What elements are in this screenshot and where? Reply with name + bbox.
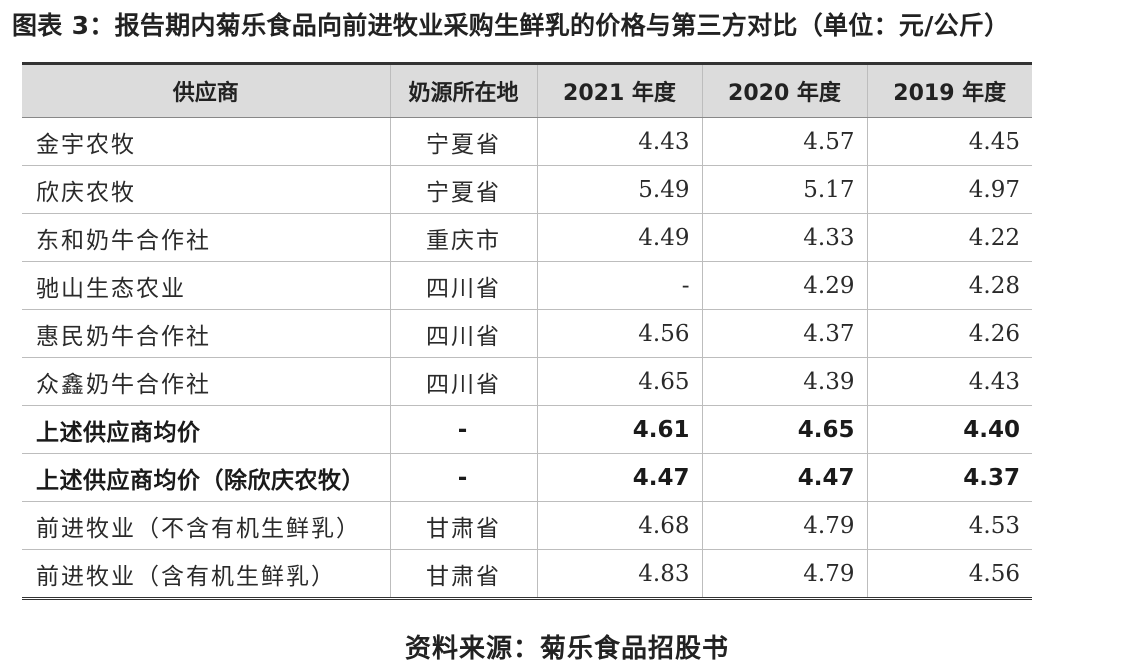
origin-cell: - bbox=[389, 405, 537, 454]
price-2020-cell: 4.39 bbox=[701, 357, 867, 406]
price-2019-cell: 4.53 bbox=[866, 501, 1032, 550]
supplier-cell: 众鑫奶牛合作社 bbox=[22, 357, 390, 406]
price-2019-cell: 4.56 bbox=[866, 549, 1032, 599]
table-row: 前进牧业（不含有机生鲜乳） 甘肃省 4.68 4.79 4.53 bbox=[22, 501, 1032, 550]
supplier-cell: 驰山生态农业 bbox=[22, 261, 390, 310]
price-2019-cell: 4.37 bbox=[866, 453, 1032, 502]
price-2019-cell: 4.22 bbox=[866, 213, 1032, 262]
supplier-cell: 欣庆农牧 bbox=[22, 165, 390, 214]
price-2019-cell: 4.28 bbox=[866, 261, 1032, 310]
origin-cell: 宁夏省 bbox=[389, 117, 537, 166]
header-2019: 2019 年度 bbox=[866, 63, 1032, 118]
price-2021-cell: 4.56 bbox=[536, 309, 702, 358]
price-2020-cell: 4.79 bbox=[701, 501, 867, 550]
header-2020: 2020 年度 bbox=[701, 63, 867, 118]
table-row: 欣庆农牧 宁夏省 5.49 5.17 4.97 bbox=[22, 165, 1032, 214]
supplier-cell: 东和奶牛合作社 bbox=[22, 213, 390, 262]
table-header-row: 供应商 奶源所在地 2021 年度 2020 年度 2019 年度 bbox=[22, 63, 1032, 118]
price-comparison-table: 供应商 奶源所在地 2021 年度 2020 年度 2019 年度 金宇农牧 宁夏… bbox=[22, 62, 1032, 600]
supplier-cell: 上述供应商均价 bbox=[22, 405, 390, 454]
price-2021-cell: 4.83 bbox=[536, 549, 702, 599]
supplier-cell: 前进牧业（含有机生鲜乳） bbox=[22, 549, 390, 599]
price-2021-cell: 5.49 bbox=[536, 165, 702, 214]
figure-title: 图表 3：报告期内菊乐食品向前进牧业采购生鲜乳的价格与第三方对比（单位：元/公斤… bbox=[12, 11, 1010, 40]
table-row: 众鑫奶牛合作社 四川省 4.65 4.39 4.43 bbox=[22, 357, 1032, 406]
price-2021-cell: 4.47 bbox=[536, 453, 702, 502]
price-2021-cell: 4.61 bbox=[536, 405, 702, 454]
price-2021-cell: - bbox=[536, 261, 702, 310]
price-2020-cell: 4.37 bbox=[701, 309, 867, 358]
supplier-cell: 上述供应商均价（除欣庆农牧） bbox=[22, 453, 390, 502]
price-2021-cell: 4.65 bbox=[536, 357, 702, 406]
price-2019-cell: 4.97 bbox=[866, 165, 1032, 214]
price-2021-cell: 4.43 bbox=[536, 117, 702, 166]
header-supplier: 供应商 bbox=[22, 63, 390, 118]
table-row: 上述供应商均价（除欣庆农牧） -4.47 4.47 4.37 bbox=[22, 453, 1032, 502]
origin-cell: 四川省 bbox=[389, 261, 537, 310]
price-2020-cell: 4.33 bbox=[701, 213, 867, 262]
price-2020-cell: 4.47 bbox=[701, 453, 867, 502]
price-comparison-table-container: 供应商 奶源所在地 2021 年度 2020 年度 2019 年度 金宇农牧 宁夏… bbox=[22, 62, 1032, 600]
table-row: 惠民奶牛合作社 四川省 4.56 4.37 4.26 bbox=[22, 309, 1032, 358]
table-row: 上述供应商均价 -4.61 4.65 4.40 bbox=[22, 405, 1032, 454]
supplier-cell: 惠民奶牛合作社 bbox=[22, 309, 390, 358]
origin-cell: 甘肃省 bbox=[389, 501, 537, 550]
price-2020-cell: 4.29 bbox=[701, 261, 867, 310]
price-2020-cell: 4.57 bbox=[701, 117, 867, 166]
origin-cell: 四川省 bbox=[389, 309, 537, 358]
origin-cell: 甘肃省 bbox=[389, 549, 537, 599]
origin-cell: - bbox=[389, 453, 537, 502]
price-2019-cell: 4.40 bbox=[866, 405, 1032, 454]
price-2019-cell: 4.45 bbox=[866, 117, 1032, 166]
header-2021: 2021 年度 bbox=[536, 63, 702, 118]
supplier-cell: 金宇农牧 bbox=[22, 117, 390, 166]
source-note: 资料来源：菊乐食品招股书 bbox=[404, 634, 729, 664]
table-row: 驰山生态农业 四川省 -4.29 4.28 bbox=[22, 261, 1032, 310]
table-body: 金宇农牧 宁夏省 4.43 4.57 4.45 欣庆农牧 宁夏省 5.49 5.17 4.97 东和… bbox=[22, 117, 1032, 599]
table-row: 东和奶牛合作社 重庆市 4.49 4.33 4.22 bbox=[22, 213, 1032, 262]
origin-cell: 重庆市 bbox=[389, 213, 537, 262]
price-2020-cell: 4.65 bbox=[701, 405, 867, 454]
origin-cell: 宁夏省 bbox=[389, 165, 537, 214]
price-2020-cell: 5.17 bbox=[701, 165, 867, 214]
price-2020-cell: 4.79 bbox=[701, 549, 867, 599]
origin-cell: 四川省 bbox=[389, 357, 537, 406]
table-row: 金宇农牧 宁夏省 4.43 4.57 4.45 bbox=[22, 117, 1032, 166]
table-row: 前进牧业（含有机生鲜乳） 甘肃省 4.83 4.79 4.56 bbox=[22, 549, 1032, 599]
price-2021-cell: 4.68 bbox=[536, 501, 702, 550]
supplier-cell: 前进牧业（不含有机生鲜乳） bbox=[22, 501, 390, 550]
price-2019-cell: 4.26 bbox=[866, 309, 1032, 358]
price-2021-cell: 4.49 bbox=[536, 213, 702, 262]
header-origin: 奶源所在地 bbox=[389, 63, 537, 118]
price-2019-cell: 4.43 bbox=[866, 357, 1032, 406]
